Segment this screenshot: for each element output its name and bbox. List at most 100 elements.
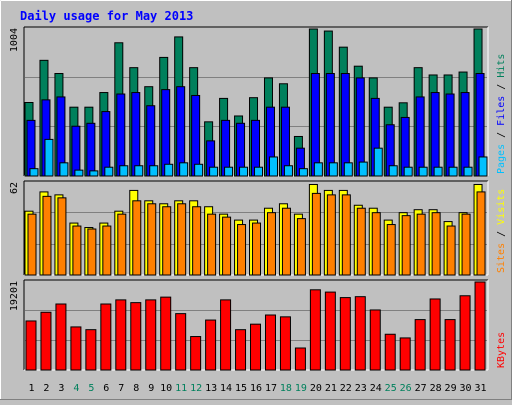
kbytes-bar: [399, 337, 411, 371]
x-tick-label: 14: [220, 383, 232, 394]
x-tick-label: 31: [474, 383, 486, 394]
files-bar: [430, 92, 440, 177]
pages-bar: [209, 166, 219, 177]
x-tick-label: 19: [295, 383, 307, 394]
pages-bar: [254, 166, 264, 177]
sites-visits-legend: Sites / Visits: [496, 189, 507, 273]
x-tick-label: 25: [385, 383, 397, 394]
kbytes-bar: [235, 329, 247, 371]
sites-bar: [476, 191, 486, 276]
sites-bar: [296, 218, 306, 276]
pages-bar: [478, 156, 488, 177]
kbytes-y-max-label: 19201: [9, 281, 20, 311]
kbytes-legend: KBytes: [496, 332, 507, 368]
hits-files-pages-legend: Pages / Files / Hits: [496, 54, 507, 174]
sites-bar: [27, 213, 37, 276]
kbytes-bar: [175, 313, 187, 371]
sites-bar: [102, 225, 112, 276]
files-bar: [310, 73, 320, 177]
pages-bar: [119, 165, 129, 177]
pages-bar: [44, 138, 54, 177]
sites-bar: [132, 200, 142, 276]
files-bar: [101, 111, 111, 177]
kbytes-bar: [25, 320, 37, 371]
x-tick-label: 21: [325, 383, 337, 394]
sites-bar: [371, 212, 381, 276]
x-tick-label: 17: [265, 383, 277, 394]
pages-bar: [433, 166, 443, 177]
pages-bar: [164, 163, 174, 177]
x-tick-label: 23: [355, 383, 367, 394]
pages-bar: [134, 165, 144, 177]
pages-bar: [74, 169, 84, 177]
pages-bar: [59, 162, 69, 177]
pages-bar: [463, 166, 473, 177]
kbytes-bar: [354, 296, 366, 371]
pages-bar: [268, 156, 278, 177]
files-bar: [340, 73, 350, 177]
pages-bar: [224, 166, 234, 177]
pages-bar: [89, 170, 99, 177]
sites-bar: [401, 215, 411, 276]
sites-bar: [311, 192, 321, 276]
pages-bar: [328, 162, 338, 177]
files-bar: [131, 92, 141, 177]
files-bar: [86, 122, 96, 177]
pages-bar: [179, 162, 189, 177]
files-bar: [355, 77, 365, 177]
sites-bar: [252, 222, 262, 276]
kbytes-bar: [294, 347, 306, 371]
x-tick-label: 24: [370, 383, 382, 394]
sites-bar: [461, 213, 471, 276]
kbytes-bar: [40, 311, 52, 371]
kbytes-bar: [205, 319, 217, 371]
visits-y-max-label: 62: [9, 182, 20, 194]
x-tick-label: 18: [280, 383, 292, 394]
kbytes-bar: [369, 309, 381, 371]
files-bar: [415, 96, 425, 177]
sites-bar: [192, 206, 202, 276]
sites-bar: [356, 207, 366, 276]
pages-bar: [104, 166, 114, 177]
pages-bar: [343, 162, 353, 177]
kbytes-bar: [115, 299, 127, 371]
x-tick-label: 27: [415, 383, 427, 394]
pages-bar: [298, 168, 308, 177]
pages-bar: [448, 166, 458, 177]
x-tick-label: 22: [340, 383, 352, 394]
sites-bar: [326, 194, 336, 276]
sites-bar: [207, 213, 217, 276]
x-tick-label: 29: [445, 383, 457, 394]
kbytes-bar: [414, 319, 426, 371]
sites-bar: [237, 224, 247, 276]
pages-bar: [373, 147, 383, 177]
sites-bar: [72, 225, 82, 276]
x-axis-labels: 1 2 3 4 5 6 7 8 9 10 11 12 13 14 15 16 17 18 19 20 21 22 23 24 2…: [28, 383, 486, 394]
pages-bar: [403, 166, 413, 177]
x-tick-label: 9: [148, 383, 154, 394]
x-tick-label: 26: [400, 383, 412, 394]
x-tick-label: 15: [235, 383, 247, 394]
pages-bar: [418, 166, 428, 177]
kbytes-bar: [160, 296, 172, 371]
kbytes-bar: [264, 314, 276, 371]
files-bar: [460, 92, 470, 177]
kbytes-bar: [70, 326, 82, 371]
files-bar: [116, 93, 126, 177]
kbytes-bar: [220, 299, 232, 371]
sites-bar: [446, 225, 456, 276]
sites-bar: [281, 207, 291, 276]
pages-bar: [194, 163, 204, 177]
kbytes-bar: [190, 336, 202, 371]
pages-bar: [29, 168, 39, 177]
sites-bar: [42, 195, 52, 276]
x-tick-label: 7: [118, 383, 124, 394]
x-tick-label: 13: [205, 383, 217, 394]
kbytes-bar: [429, 298, 441, 371]
x-tick-label: 8: [133, 383, 139, 394]
files-bar: [161, 89, 171, 177]
sites-bar: [117, 213, 127, 276]
kbytes-bar: [324, 291, 336, 371]
x-tick-label: 6: [103, 383, 109, 394]
